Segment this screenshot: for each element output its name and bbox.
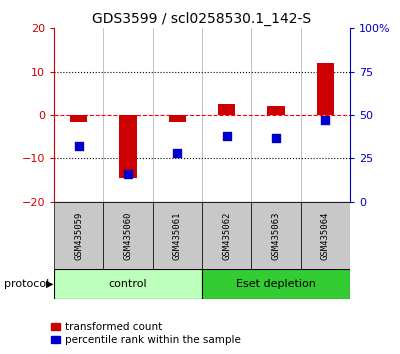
Point: [322, 118, 328, 123]
Legend: transformed count, percentile rank within the sample: transformed count, percentile rank withi…: [51, 322, 241, 345]
Bar: [218, 104, 235, 115]
Bar: [103, 202, 153, 269]
Bar: [251, 202, 301, 269]
Bar: [301, 202, 350, 269]
Text: GSM435063: GSM435063: [272, 211, 280, 259]
Point: [273, 135, 279, 141]
Text: GSM435059: GSM435059: [74, 211, 83, 259]
Text: Eset depletion: Eset depletion: [236, 279, 316, 289]
Bar: [54, 202, 103, 269]
Text: control: control: [109, 279, 147, 289]
Bar: [54, 269, 202, 299]
Bar: [202, 202, 251, 269]
Title: GDS3599 / scl0258530.1_142-S: GDS3599 / scl0258530.1_142-S: [92, 12, 312, 26]
Text: protocol: protocol: [4, 279, 49, 289]
Point: [76, 143, 82, 149]
Text: GSM435061: GSM435061: [173, 211, 182, 259]
Bar: [202, 269, 350, 299]
Bar: [153, 202, 202, 269]
Point: [174, 150, 180, 156]
Text: GSM435062: GSM435062: [222, 211, 231, 259]
Text: ▶: ▶: [46, 279, 54, 289]
Bar: [119, 115, 137, 178]
Point: [224, 133, 230, 139]
Bar: [169, 115, 186, 121]
Bar: [317, 63, 334, 115]
Text: GSM435064: GSM435064: [321, 211, 330, 259]
Bar: [70, 115, 87, 121]
Text: GSM435060: GSM435060: [124, 211, 132, 259]
Point: [125, 171, 131, 177]
Bar: [267, 106, 285, 115]
